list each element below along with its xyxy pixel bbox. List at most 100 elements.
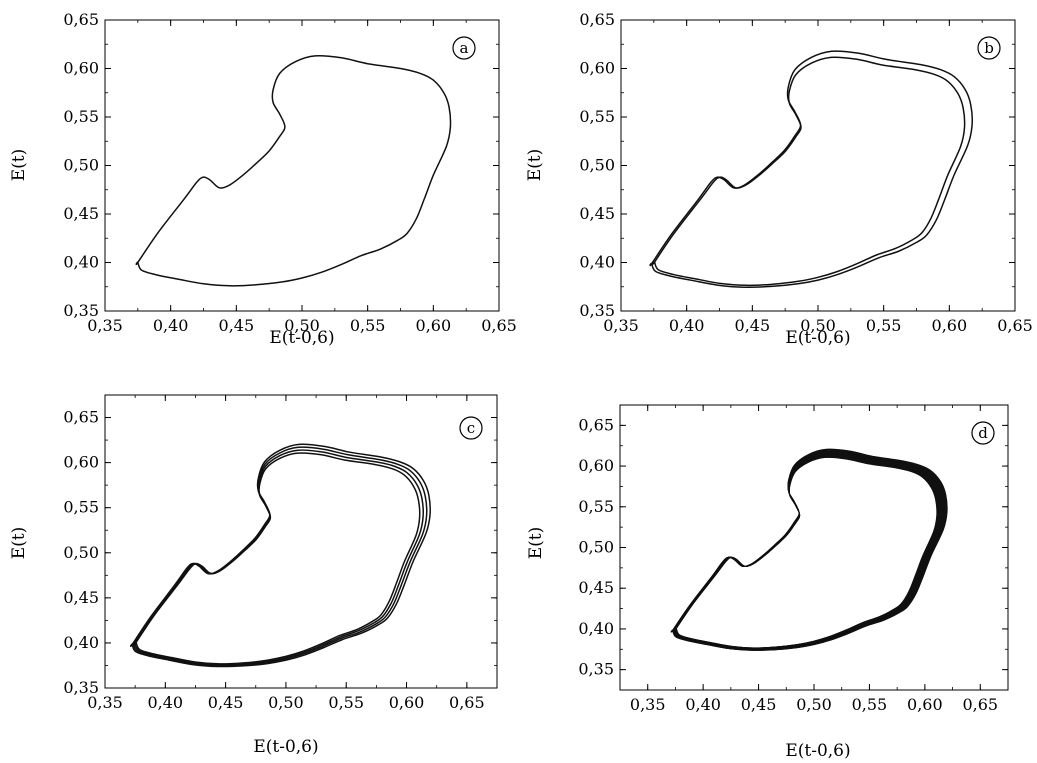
panel-c-badge-circle xyxy=(459,416,483,440)
x-tick-label: 0,60 xyxy=(416,316,452,335)
y-tick-label: 0,50 xyxy=(63,156,99,175)
attractor-loop xyxy=(670,448,948,651)
attractor-loop xyxy=(673,455,940,649)
attractor-loop xyxy=(671,449,947,651)
x-tick-label: 0,40 xyxy=(669,316,705,335)
x-tick-label: 0,55 xyxy=(866,316,902,335)
attractor-loop xyxy=(652,56,966,287)
attractor-loop xyxy=(674,456,938,649)
panel-a-xlabel: E(t-0,6) xyxy=(269,328,334,348)
panel-b-ylabel: E(t) xyxy=(525,149,545,182)
y-tick-label: 0,65 xyxy=(579,10,615,29)
y-tick-label: 0,55 xyxy=(578,497,614,516)
attractor-loop xyxy=(132,449,424,666)
panel-a-ylabel: E(t) xyxy=(9,149,29,182)
plot-frame xyxy=(104,394,498,689)
attractor-loop xyxy=(673,453,942,650)
y-tick-label: 0,50 xyxy=(63,543,99,562)
y-tick-label: 0,55 xyxy=(579,107,615,126)
y-tick-label: 0,45 xyxy=(578,578,614,597)
attractor-loop xyxy=(672,452,944,650)
x-tick-label: 0,55 xyxy=(328,693,364,712)
x-tick-label: 0,45 xyxy=(219,316,255,335)
panel-b-badge-label: b xyxy=(984,39,994,57)
attractor-loop xyxy=(670,448,948,651)
panel-c-badge-label: c xyxy=(467,419,475,437)
y-tick-label: 0,35 xyxy=(578,660,614,679)
panel-d-plot: 0,35 0,35 0,40 0,40 0,45 0,45 0,50 0,50 0,55 0,55… xyxy=(578,404,1009,714)
panel-d-badge-circle xyxy=(971,421,995,445)
attractor-loop xyxy=(673,454,940,649)
panel-b-badge: b xyxy=(977,36,1001,60)
x-tick-label: 0,60 xyxy=(932,316,968,335)
attractor-loop xyxy=(672,452,943,650)
attractor-loop xyxy=(672,452,943,650)
panel-c: 0,350,35 0,40 0,40 0,45 0,45 0,50 0,50 0,55 0,55… xyxy=(9,394,498,757)
panel-c-xlabel: E(t-0,6) xyxy=(253,737,318,757)
panel-b-badge-circle xyxy=(977,36,1001,60)
y-tick-label: 0,35 xyxy=(63,301,99,320)
y-tick-label: 0,65 xyxy=(578,415,614,434)
attractor-loop xyxy=(129,443,431,668)
y-tick-label: 0,40 xyxy=(63,253,99,272)
attractor-loop xyxy=(649,50,974,288)
attractor-loop xyxy=(673,454,941,650)
y-tick-label: 0,65 xyxy=(63,408,99,427)
panel-d-ylabel: E(t) xyxy=(526,527,546,560)
panel-c-plot: 0,350,35 0,40 0,40 0,45 0,45 0,50 0,50 0,55 0,55… xyxy=(63,394,498,712)
x-tick-label: 0,50 xyxy=(800,316,836,335)
attractor-loop xyxy=(674,457,938,649)
x-tick-label: 0,45 xyxy=(741,695,777,714)
y-tick-label: 0,50 xyxy=(578,538,614,557)
x-tick-label: 0,65 xyxy=(962,695,998,714)
y-tick-label: 0,50 xyxy=(579,156,615,175)
attractor-loop xyxy=(135,54,452,287)
x-tick-label: 0,45 xyxy=(208,693,244,712)
x-tick-label: 0,50 xyxy=(268,693,304,712)
y-tick-label: 0,65 xyxy=(63,10,99,29)
attractor-loop xyxy=(670,449,947,651)
attractor-loop xyxy=(672,453,942,650)
x-tick-label: 0,65 xyxy=(997,316,1033,335)
x-tick-label: 0,40 xyxy=(685,695,721,714)
x-tick-label: 0,35 xyxy=(87,316,123,335)
panel-c-ylabel: E(t) xyxy=(9,527,29,560)
attractor-loop xyxy=(671,451,945,651)
y-tick-label: 0,40 xyxy=(63,633,99,652)
plot-frame xyxy=(620,19,1016,312)
y-tick-label: 0,60 xyxy=(579,59,615,78)
panel-a: 0,350,35 0,40 0,40 0,45 0,45 0,50 0,50 0,55 0,55… xyxy=(9,10,517,348)
attractor-loop xyxy=(671,450,946,651)
y-tick-label: 0,45 xyxy=(63,588,99,607)
y-tick-label: 0,40 xyxy=(578,619,614,638)
y-tick-label: 0,55 xyxy=(63,498,99,517)
panel-b: 0,350,35 0,40 0,40 0,45 0,45 0,50 0,50 0,55 0,55… xyxy=(525,10,1033,348)
y-tick-label: 0,35 xyxy=(579,301,615,320)
y-tick-label: 0,60 xyxy=(63,453,99,472)
x-tick-label: 0,35 xyxy=(603,316,639,335)
x-tick-label: 0,55 xyxy=(852,695,888,714)
attractor-loop xyxy=(671,450,945,651)
panel-d: 0,35 0,35 0,40 0,40 0,45 0,45 0,50 0,50 0,55 0,55… xyxy=(526,404,1009,761)
attractor-loop xyxy=(674,455,939,649)
y-tick-label: 0,45 xyxy=(579,204,615,223)
y-tick-label: 0,35 xyxy=(63,678,99,697)
attractor-loop xyxy=(672,452,943,650)
attractor-loop xyxy=(131,446,428,667)
y-tick-label: 0,45 xyxy=(63,204,99,223)
x-tick-label: 0,40 xyxy=(153,316,189,335)
x-tick-label: 0,60 xyxy=(389,693,425,712)
attractor-loop xyxy=(674,456,939,649)
panel-a-plot: 0,350,35 0,40 0,40 0,45 0,45 0,50 0,50 0,55 0,55… xyxy=(63,10,516,335)
x-tick-label: 0,55 xyxy=(350,316,386,335)
attractor-loop xyxy=(671,449,947,651)
panel-c-badge: c xyxy=(459,416,483,440)
x-tick-label: 0,65 xyxy=(481,316,517,335)
y-tick-label: 0,55 xyxy=(63,107,99,126)
panel-d-xlabel: E(t-0,6) xyxy=(785,741,850,761)
y-tick-label: 0,40 xyxy=(579,253,615,272)
x-tick-label: 0,60 xyxy=(907,695,943,714)
attractor-loop xyxy=(672,451,944,650)
x-tick-label: 0,35 xyxy=(87,693,123,712)
